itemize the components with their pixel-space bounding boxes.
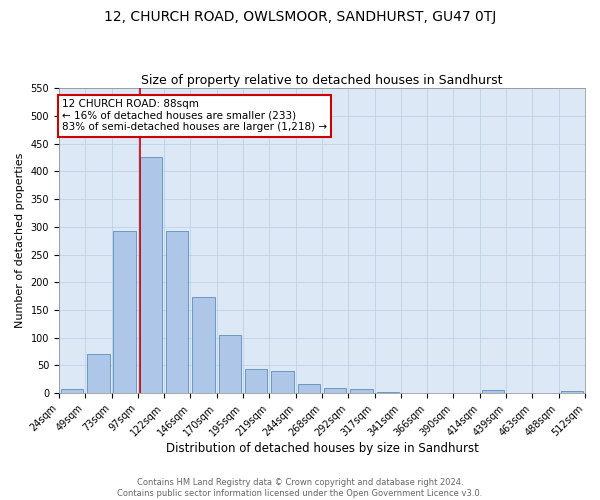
Bar <box>429 392 452 393</box>
X-axis label: Distribution of detached houses by size in Sandhurst: Distribution of detached houses by size … <box>166 442 478 455</box>
Bar <box>403 392 425 393</box>
Bar <box>219 335 241 393</box>
Title: Size of property relative to detached houses in Sandhurst: Size of property relative to detached ho… <box>141 74 503 87</box>
Bar <box>245 369 268 393</box>
Bar <box>324 388 346 393</box>
Bar <box>193 298 215 393</box>
Bar <box>560 391 583 393</box>
Bar <box>271 371 293 393</box>
Bar <box>377 392 399 393</box>
Text: Contains HM Land Registry data © Crown copyright and database right 2024.
Contai: Contains HM Land Registry data © Crown c… <box>118 478 482 498</box>
Text: 12, CHURCH ROAD, OWLSMOOR, SANDHURST, GU47 0TJ: 12, CHURCH ROAD, OWLSMOOR, SANDHURST, GU… <box>104 10 496 24</box>
Text: 12 CHURCH ROAD: 88sqm
← 16% of detached houses are smaller (233)
83% of semi-det: 12 CHURCH ROAD: 88sqm ← 16% of detached … <box>62 100 327 132</box>
Bar <box>482 390 504 393</box>
Bar <box>87 354 110 393</box>
Bar <box>61 389 83 393</box>
Y-axis label: Number of detached properties: Number of detached properties <box>15 153 25 328</box>
Bar <box>166 230 188 393</box>
Bar <box>113 230 136 393</box>
Bar <box>140 158 162 393</box>
Bar <box>298 384 320 393</box>
Bar <box>350 389 373 393</box>
